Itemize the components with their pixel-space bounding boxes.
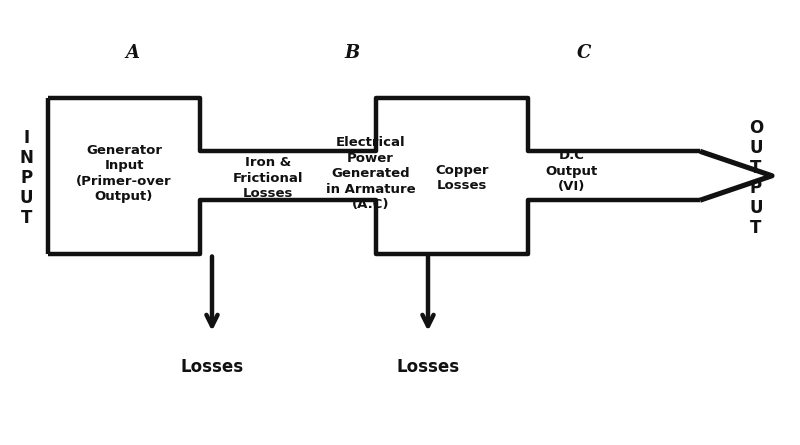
Text: C: C [577,44,591,62]
Text: B: B [344,44,360,62]
Text: O
U
T
P
U
T: O U T P U T [749,119,763,237]
Text: I
N
P
U
T: I N P U T [19,129,34,227]
Text: Losses: Losses [181,358,243,376]
Text: Generator
Input
(Primer-over
Output): Generator Input (Primer-over Output) [76,144,172,203]
Text: Copper
Losses: Copper Losses [436,164,489,192]
Text: Electrical
Power
Generated
in Armature
(A.C): Electrical Power Generated in Armature (… [326,136,415,211]
Text: D.C
Output
(VI): D.C Output (VI) [546,150,598,193]
Text: Losses: Losses [397,358,459,376]
Text: A: A [125,44,139,62]
Text: Iron &
Frictional
Losses: Iron & Frictional Losses [233,156,303,200]
